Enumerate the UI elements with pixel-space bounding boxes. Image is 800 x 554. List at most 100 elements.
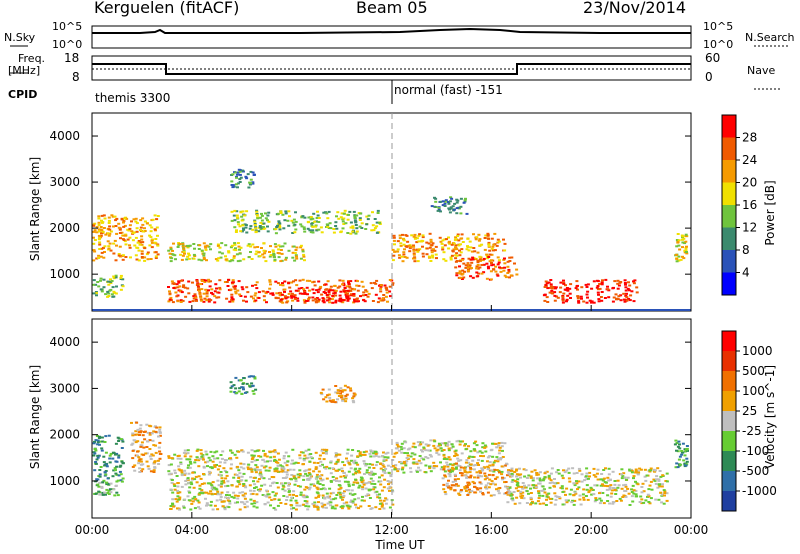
echo-cell	[150, 241, 154, 244]
echo-cell	[112, 225, 115, 228]
echo-cell	[432, 248, 435, 251]
echo-cell	[204, 288, 208, 291]
echo-cell	[599, 499, 603, 502]
echo-cell	[123, 240, 127, 243]
echo-cell	[204, 497, 207, 500]
echo-cell	[416, 441, 420, 444]
echo-cell	[421, 236, 425, 239]
echo-cell	[681, 246, 684, 249]
echo-cell	[254, 226, 258, 229]
echo-cell	[328, 495, 332, 498]
echo-cell	[143, 259, 147, 262]
echo-cell	[596, 291, 600, 294]
echo-cell	[630, 469, 634, 472]
echo-cell	[564, 284, 567, 287]
echo-cell	[348, 210, 352, 213]
echo-cell	[428, 246, 432, 249]
echo-cell	[263, 494, 267, 497]
echo-cell	[149, 236, 153, 238]
echo-cell	[236, 494, 240, 497]
echo-cell	[238, 259, 242, 262]
echo-cell	[274, 508, 278, 511]
echo-cell	[363, 453, 367, 456]
echo-cell	[561, 296, 565, 299]
echo-cell	[467, 445, 470, 448]
echo-cell	[497, 444, 501, 447]
echo-cell	[430, 251, 434, 254]
echo-cell	[192, 486, 196, 489]
echo-cell	[203, 491, 206, 494]
echo-cell	[239, 176, 243, 179]
nave-tick-top: 60	[705, 51, 721, 65]
echo-cell	[133, 464, 137, 467]
echo-cell	[157, 463, 161, 465]
echo-cell	[184, 449, 188, 452]
echo-cell	[485, 262, 489, 265]
echo-cell	[500, 267, 504, 269]
colorbar-tick-label: -100	[742, 444, 769, 458]
echo-cell	[507, 492, 511, 495]
echo-cell	[302, 299, 306, 302]
echo-cell	[486, 456, 490, 459]
freq-tick-bottom: 8	[72, 70, 80, 84]
echo-cell	[281, 469, 285, 472]
echo-cell	[333, 284, 337, 287]
echo-cell	[503, 481, 506, 484]
echo-cell	[167, 300, 171, 303]
colorbar-swatch	[722, 250, 736, 273]
echo-cell	[274, 228, 278, 231]
echo-cell	[137, 462, 141, 465]
echo-cell	[202, 466, 206, 469]
echo-cell	[172, 505, 176, 508]
nave-tick-bottom: 0	[705, 70, 713, 84]
echo-cell	[276, 224, 279, 227]
cpid-label: CPID	[8, 88, 38, 101]
echo-cell	[355, 506, 358, 509]
echo-cell	[359, 212, 362, 215]
echo-cell	[624, 294, 628, 297]
echo-cell	[147, 467, 151, 470]
echo-cell	[323, 283, 326, 286]
echo-cell	[468, 266, 472, 268]
echo-cell	[340, 390, 344, 393]
echo-cell	[622, 472, 626, 475]
echo-cell	[201, 492, 205, 495]
echo-cell	[677, 458, 681, 461]
echo-cell	[456, 484, 460, 487]
echo-cell	[211, 460, 215, 463]
echo-cell	[281, 301, 285, 304]
echo-cell	[239, 211, 243, 214]
echo-cell	[511, 497, 515, 500]
echo-cell	[336, 453, 340, 456]
echo-cell	[153, 214, 157, 217]
echo-cell	[595, 286, 599, 289]
echo-cell	[296, 299, 300, 302]
echo-cell	[399, 242, 403, 245]
echo-cell	[471, 276, 475, 279]
echo-cell	[158, 450, 162, 453]
echo-cell	[188, 461, 192, 463]
echo-cell	[429, 260, 433, 262]
echo-cell	[197, 506, 200, 509]
echo-cell	[114, 460, 118, 463]
echo-cell	[223, 508, 227, 511]
echo-cell	[492, 461, 496, 464]
echo-cell	[207, 289, 210, 292]
echo-cell	[597, 300, 601, 303]
echo-cell	[460, 248, 464, 251]
echo-cell	[230, 281, 234, 284]
echo-cell	[106, 240, 110, 243]
echo-cell	[365, 471, 369, 474]
echo-cell	[458, 249, 461, 252]
echo-cell	[362, 460, 366, 463]
echo-cell	[255, 459, 259, 461]
echo-cell	[367, 292, 371, 295]
echo-cell	[387, 480, 391, 483]
echo-cell	[469, 275, 473, 278]
echo-cell	[515, 468, 519, 471]
echo-cell	[255, 250, 259, 253]
echo-cell	[253, 224, 257, 226]
echo-cell	[277, 256, 281, 259]
echo-cell	[109, 482, 113, 485]
echo-cell	[349, 289, 353, 292]
